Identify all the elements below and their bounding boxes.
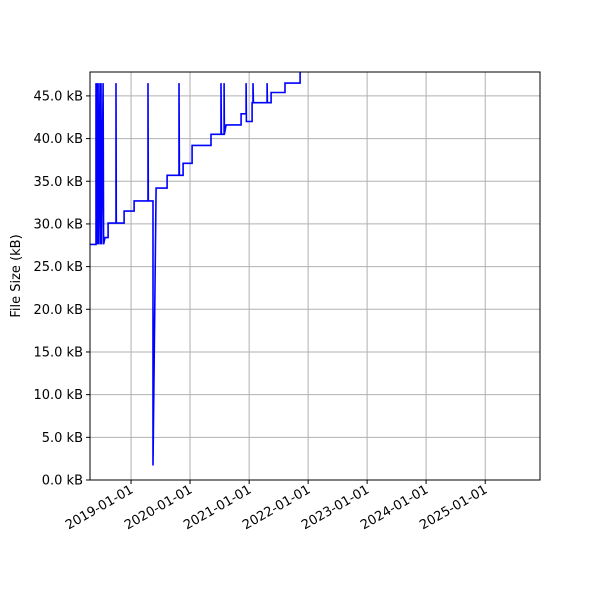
y-tick-label: 35.0 kB [33, 175, 83, 190]
y-tick-label: 25.0 kB [33, 260, 83, 275]
y-tick-label: 30.0 kB [33, 217, 83, 232]
series-line [90, 72, 301, 466]
y-axis: 0.0 kB 5.0 kB 10.0 kB 15.0 kB 20.0 kB 25.0 kB… [33, 89, 90, 489]
plot-frame [89, 71, 541, 481]
y-tick-label: 10.0 kB [33, 388, 83, 403]
y-tick-label: 40.0 kB [33, 132, 83, 147]
x-tick-label: 2025-01-01 [417, 482, 490, 533]
series-layer [90, 72, 301, 466]
y-tick-label: 20.0 kB [33, 303, 83, 318]
grid [90, 72, 540, 481]
y-tick-label: 5.0 kB [42, 431, 83, 446]
y-axis-label: File Size (kB) [9, 234, 24, 317]
y-tick-label: 15.0 kB [33, 345, 83, 360]
x-axis: 2019-01-012020-01-012021-01-012022-01-01… [63, 480, 490, 533]
y-tick-label: 0.0 kB [42, 474, 83, 489]
y-tick-label: 45.0 kB [33, 89, 83, 104]
